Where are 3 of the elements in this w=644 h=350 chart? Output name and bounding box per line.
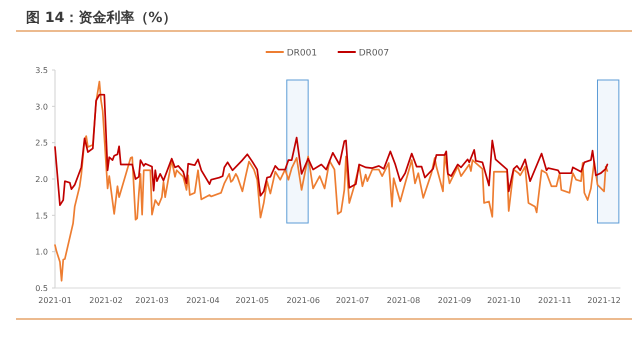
title: 图 14：资金利率（%） — [26, 10, 176, 26]
legend-label: DR007 — [358, 48, 390, 58]
legend-label: DR001 — [286, 48, 318, 58]
